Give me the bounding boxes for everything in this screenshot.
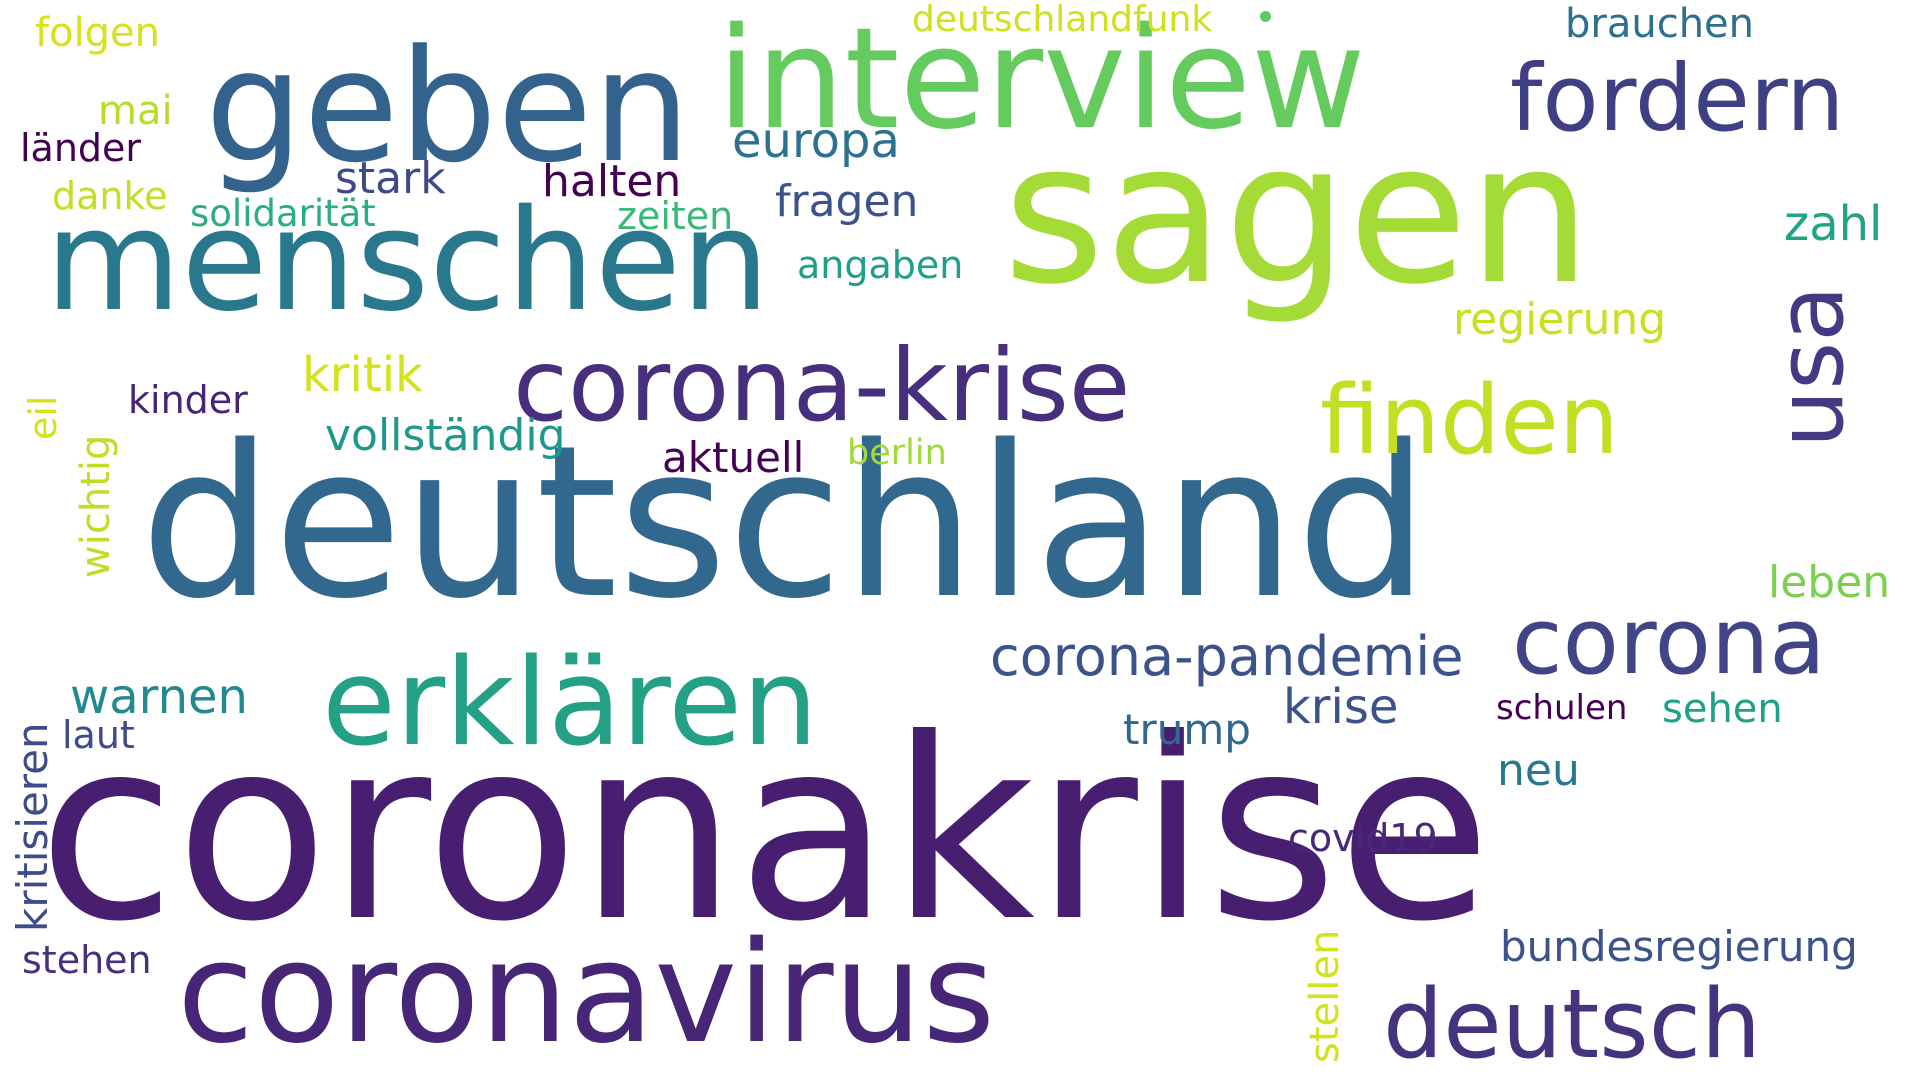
word-mai: mai [98, 88, 173, 134]
word-sehen: sehen [1662, 686, 1783, 732]
word-halten: halten [542, 156, 682, 207]
word-sagen: sagen [1003, 100, 1592, 327]
word-erklaeren: erklären [322, 634, 819, 773]
word-stark: stark [335, 153, 446, 204]
word-neu: neu [1497, 745, 1580, 796]
word-coronakrise: coronakrise [38, 685, 1492, 976]
word-fordern: fordern [1510, 45, 1845, 152]
word-corona-krise: corona-krise [513, 327, 1131, 444]
word-danke: danke [52, 174, 168, 218]
word-berlin: berlin [847, 433, 947, 473]
word-schulen: schulen [1496, 688, 1628, 728]
word-kinder: kinder [128, 378, 248, 422]
word-bundesregierung: bundesregierung [1500, 922, 1858, 971]
word-deutschland: deutschland [140, 400, 1430, 645]
word-krise: krise [1283, 679, 1399, 735]
word-aktuell: aktuell [662, 433, 805, 482]
word-menschen: menschen [45, 180, 770, 343]
word-corona: corona [1512, 588, 1826, 695]
word-corona-pandemie: corona-pandemie [990, 625, 1464, 688]
word-trump: trump [1123, 705, 1251, 754]
word-laender: länder [20, 126, 142, 170]
word-kritisieren: kritisieren [8, 722, 57, 932]
word-stehen: stehen [22, 938, 152, 982]
word-regierung: regierung [1453, 294, 1667, 345]
word-geben: geben [205, 16, 691, 197]
word-usa: usa [1757, 285, 1864, 448]
word-stellen: stellen [1302, 929, 1348, 1063]
word-solidaritaet: solidarität [190, 192, 376, 235]
word-zahl: zahl [1784, 196, 1883, 252]
word-interview: interview [717, 0, 1366, 161]
word-fragen: fragen [775, 176, 919, 227]
word-warnen: warnen [70, 669, 248, 725]
word-kritik: kritik [302, 347, 423, 403]
word-wichtig: wichtig [73, 434, 119, 578]
word-zeiten: zeiten [617, 194, 734, 238]
word-angaben: angaben [797, 243, 964, 287]
word-brauchen: brauchen [1565, 1, 1755, 47]
word-deutsch: deutsch [1383, 970, 1762, 1080]
word-coronavirus: coronavirus [177, 912, 996, 1075]
word-finden: finden [1320, 366, 1620, 476]
word-covid19: covid19 [1288, 816, 1438, 860]
word-leben: leben [1768, 557, 1891, 608]
word-deutschlandfunk: deutschlandfunk [912, 0, 1213, 40]
dot-mark [1260, 11, 1271, 22]
word-europa: europa [732, 113, 900, 169]
word-vollstaendig: vollständig [325, 410, 566, 461]
word-folgen: folgen [35, 10, 161, 56]
word-laut: laut [62, 713, 135, 757]
word-eil: eil [21, 395, 65, 441]
